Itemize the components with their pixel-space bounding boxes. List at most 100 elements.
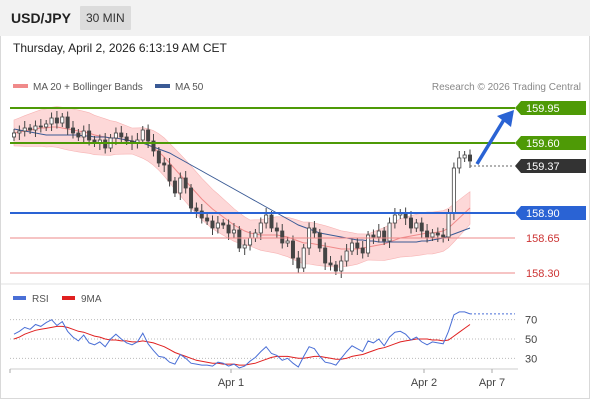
level-current: 159.37 bbox=[470, 159, 586, 173]
level-resistance: 159.95 bbox=[10, 101, 586, 115]
candle bbox=[140, 126, 145, 144]
rsi-ma-legend-label: 9MA bbox=[81, 294, 102, 305]
candle bbox=[156, 147, 161, 167]
candle bbox=[264, 208, 269, 229]
candle bbox=[81, 125, 86, 144]
candle bbox=[65, 111, 70, 135]
level-label: 159.95 bbox=[526, 103, 560, 115]
chart-header: USD/JPY 30 MIN bbox=[0, 0, 590, 36]
candle-body bbox=[71, 127, 76, 134]
candle-body bbox=[33, 125, 38, 131]
candle-body bbox=[210, 220, 215, 229]
candle-body bbox=[387, 222, 392, 242]
candle bbox=[205, 214, 210, 225]
candle-body bbox=[371, 234, 376, 238]
candle bbox=[312, 221, 317, 239]
candle bbox=[349, 239, 354, 255]
candle bbox=[269, 211, 274, 232]
candle-body bbox=[76, 132, 81, 138]
candle-body bbox=[349, 242, 354, 252]
candle-body bbox=[360, 247, 365, 254]
candle-body bbox=[167, 164, 172, 182]
current-price-label: 159.37 bbox=[526, 161, 560, 173]
candle-body bbox=[366, 234, 371, 254]
candle-body bbox=[301, 247, 306, 269]
candle-body bbox=[328, 262, 333, 266]
rsi-ma-line bbox=[13, 324, 471, 366]
candle bbox=[371, 229, 376, 244]
candle-body bbox=[151, 140, 156, 152]
candle-body bbox=[226, 224, 231, 234]
candle bbox=[467, 149, 472, 168]
level-tag bbox=[515, 101, 586, 115]
candle-body bbox=[44, 123, 49, 128]
candle-body bbox=[280, 230, 285, 244]
bollinger-legend-swatch bbox=[13, 84, 28, 88]
candle-body bbox=[49, 117, 54, 125]
candle-body bbox=[467, 154, 472, 162]
candle bbox=[392, 208, 397, 229]
level-label: 158.30 bbox=[526, 268, 560, 280]
rsi-legend: RSI 9MA bbox=[13, 294, 102, 305]
candle bbox=[76, 129, 81, 141]
candle bbox=[151, 134, 156, 157]
level-label: 158.90 bbox=[526, 208, 560, 220]
candle bbox=[231, 223, 236, 239]
candle-body bbox=[253, 232, 258, 239]
candle bbox=[237, 226, 242, 252]
candle-body bbox=[199, 210, 204, 219]
candle-body bbox=[323, 247, 328, 264]
candle bbox=[183, 171, 188, 194]
candle-body bbox=[312, 227, 317, 234]
candle-body bbox=[457, 157, 462, 169]
candle-body bbox=[242, 244, 247, 249]
candle bbox=[274, 222, 279, 238]
candle bbox=[49, 112, 54, 131]
candle bbox=[162, 157, 167, 172]
level-label: 159.60 bbox=[526, 138, 560, 150]
candle-body bbox=[205, 217, 210, 222]
bollinger-band bbox=[13, 106, 471, 268]
candle-body bbox=[189, 187, 194, 209]
candle bbox=[376, 224, 381, 243]
candle-body bbox=[113, 132, 118, 139]
candle bbox=[172, 177, 177, 197]
candle bbox=[87, 124, 92, 146]
candle bbox=[451, 162, 456, 220]
candle bbox=[17, 125, 22, 140]
instrument-label: USD/JPY bbox=[11, 10, 71, 26]
candle bbox=[194, 202, 199, 218]
rsi-legend-label: RSI bbox=[32, 294, 49, 305]
candle bbox=[221, 219, 226, 229]
candle bbox=[457, 151, 462, 174]
x-axis: Apr 1 Apr 2 Apr 7 bbox=[9, 369, 505, 389]
candle-body bbox=[317, 232, 322, 249]
candle-body bbox=[194, 207, 199, 212]
candle-body bbox=[435, 232, 440, 236]
target-arrow-head bbox=[497, 110, 514, 127]
candle bbox=[339, 255, 344, 278]
candle bbox=[435, 227, 440, 242]
rsi-plot: 70 50 30 bbox=[10, 311, 537, 369]
candle-body bbox=[376, 230, 381, 238]
ma50-legend-swatch bbox=[155, 84, 170, 88]
candle-body bbox=[172, 180, 177, 194]
timeframe-button[interactable]: 30 MIN bbox=[80, 6, 131, 30]
candle bbox=[189, 184, 194, 212]
candle bbox=[22, 121, 27, 137]
candle bbox=[60, 113, 65, 127]
candle-body bbox=[11, 132, 16, 138]
candle bbox=[408, 211, 413, 234]
candle-body bbox=[156, 150, 161, 164]
candle bbox=[441, 228, 446, 243]
candle bbox=[44, 120, 49, 131]
candle bbox=[425, 224, 430, 243]
candle-body bbox=[355, 242, 360, 249]
candle-body bbox=[178, 177, 183, 194]
candle-body bbox=[22, 127, 27, 132]
candle-body bbox=[17, 130, 22, 134]
candle-body bbox=[146, 129, 151, 142]
candle-body bbox=[65, 116, 70, 129]
candle-body bbox=[446, 212, 451, 238]
candle bbox=[215, 216, 220, 234]
